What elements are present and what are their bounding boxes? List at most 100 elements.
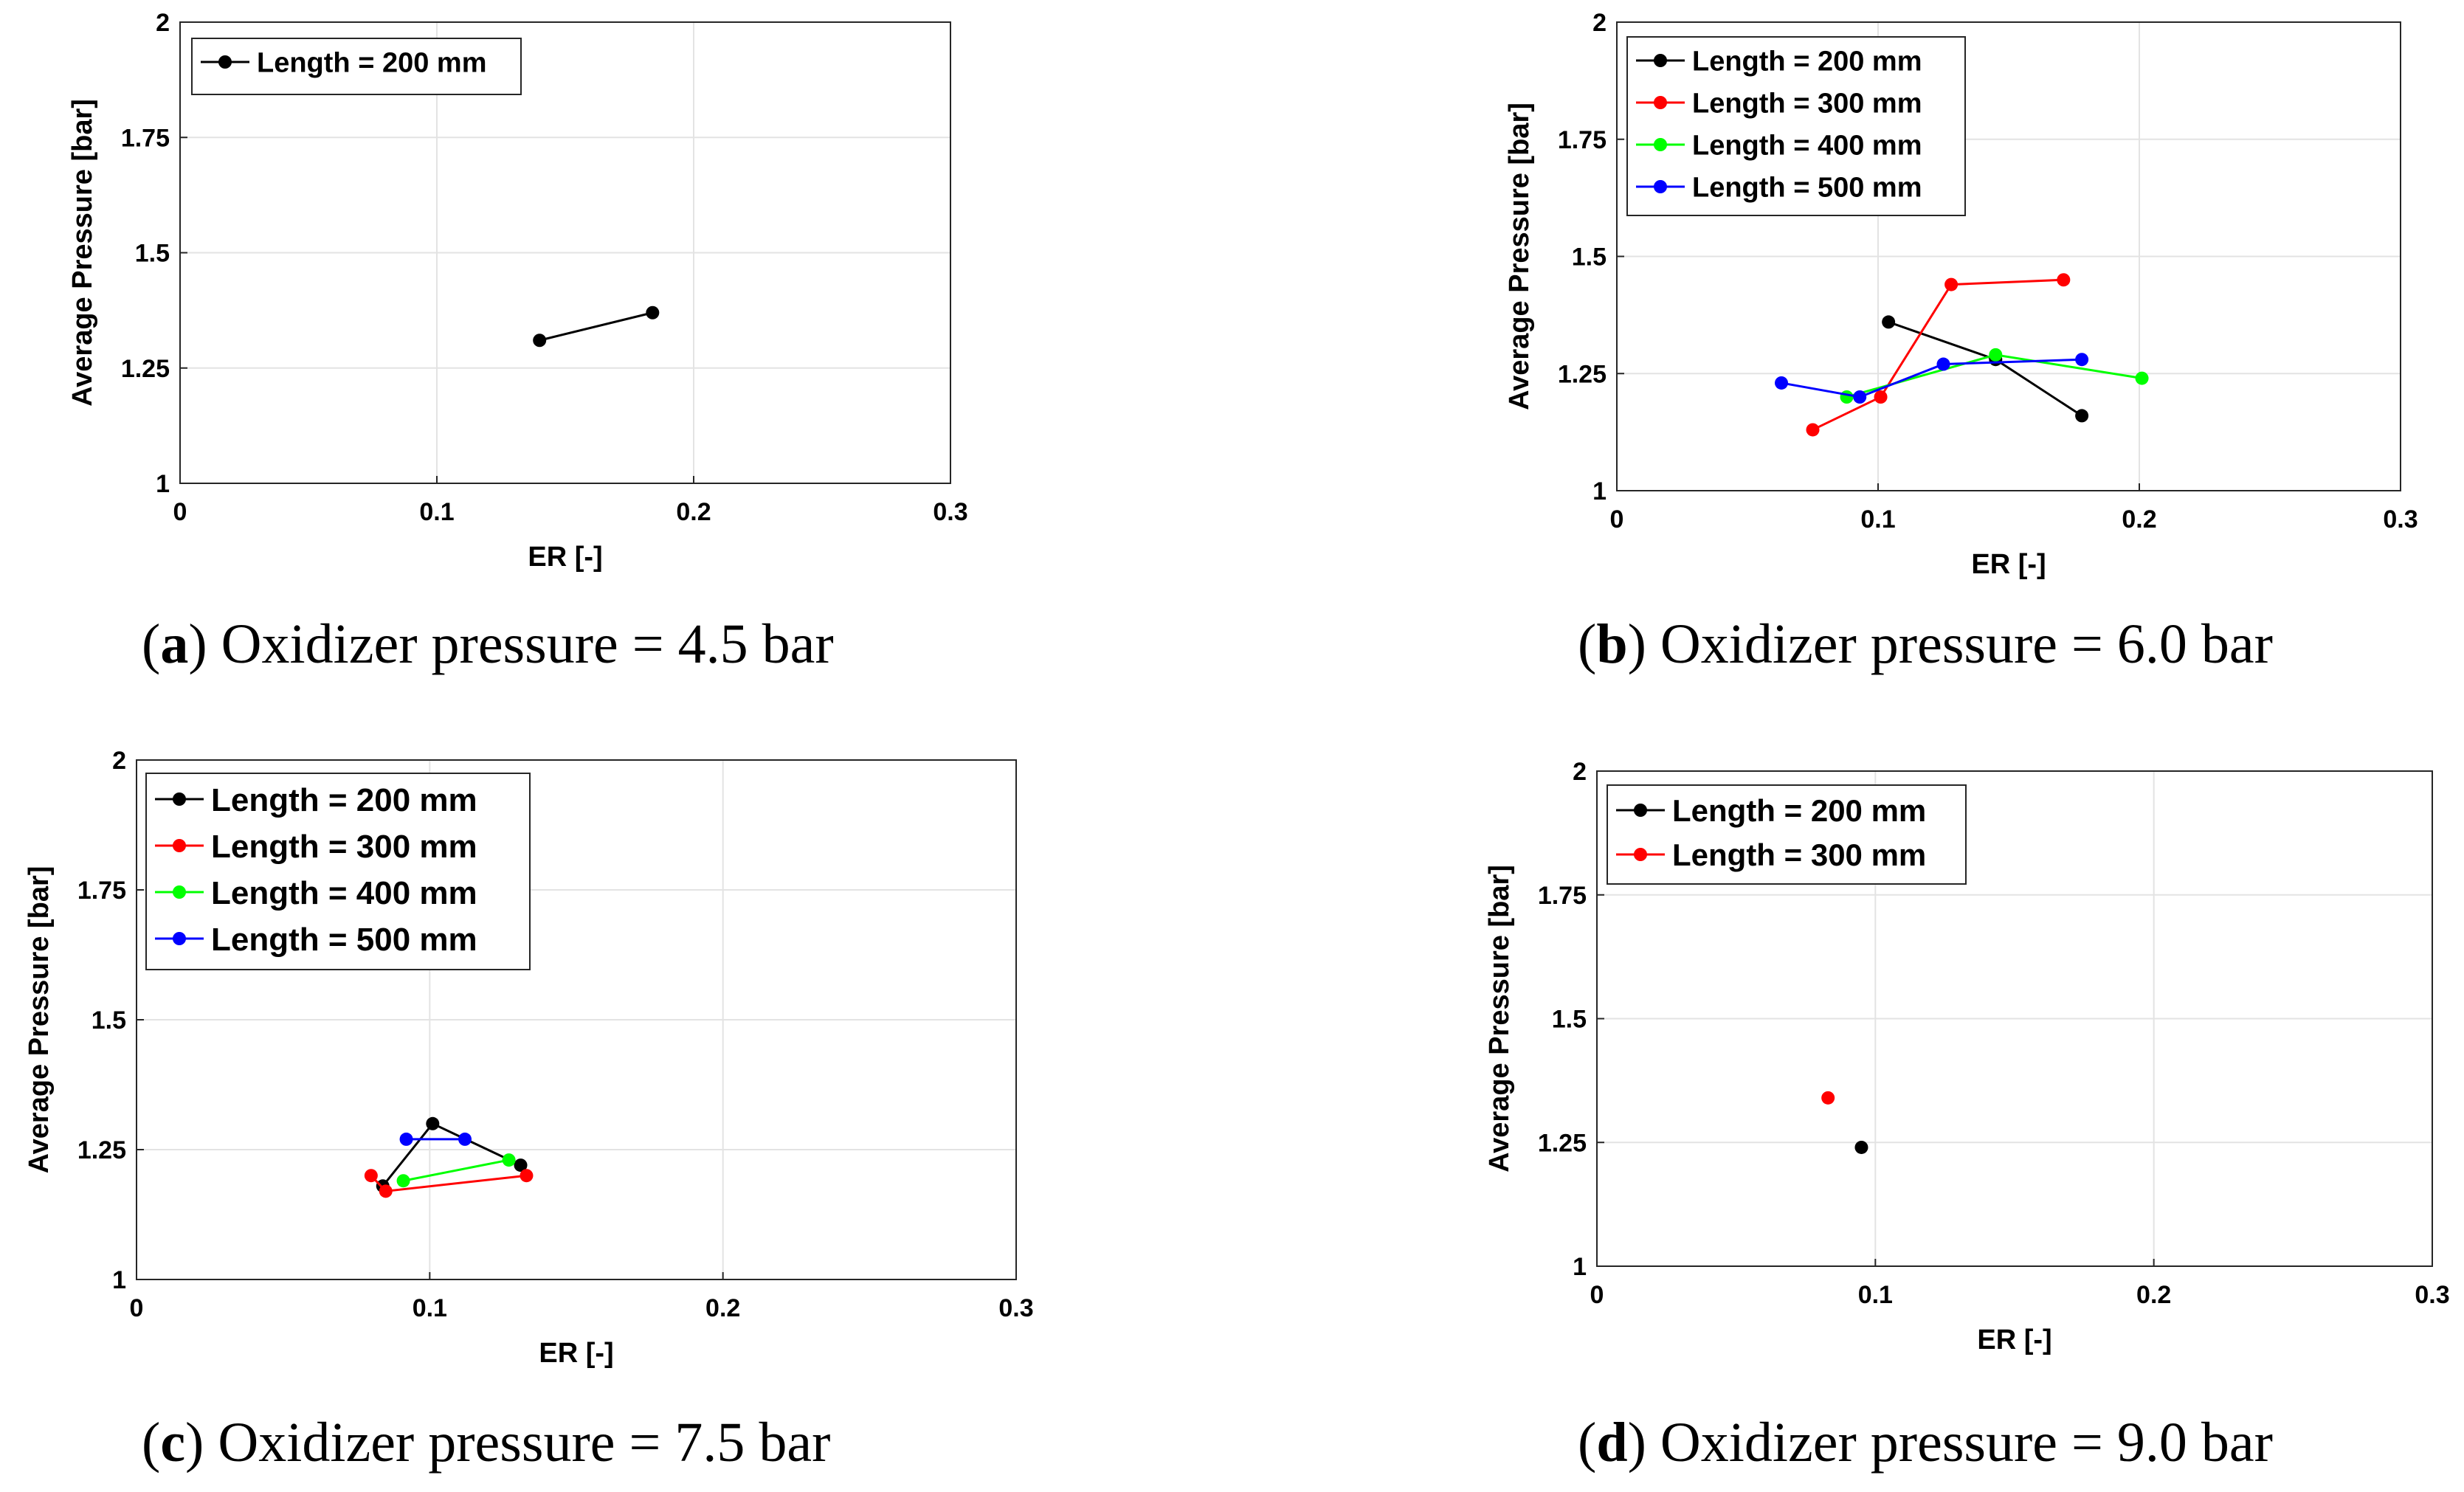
x-axis-label: ER [-] <box>1977 1325 2051 1355</box>
y-tick-label: 1.5 <box>1572 244 1607 272</box>
y-tick-label: 1.75 <box>1538 882 1587 910</box>
legend-marker <box>173 885 186 899</box>
caption-text: ) Oxidizer pressure = 9.0 bar <box>1628 1412 2273 1474</box>
y-tick-label: 1.25 <box>77 1136 126 1164</box>
chart-panel-b: 0 0.1 0.2 0.3 1 1.25 1.5 1.75 2 ER [-] Average Pre… <box>1504 9 2418 675</box>
series-3 <box>396 1153 516 1188</box>
x-tick-label: 0.2 <box>676 498 711 526</box>
series-2 <box>1806 273 2071 437</box>
series-1 <box>533 305 660 348</box>
caption-letter: d <box>1596 1412 1627 1474</box>
legend-marker <box>173 932 186 945</box>
x-tick-label: 0.1 <box>419 498 454 526</box>
y-tick-label: 1.25 <box>1538 1129 1587 1157</box>
y-tick-label: 1.75 <box>77 877 126 905</box>
legend-marker <box>1634 848 1647 861</box>
caption-letter: a <box>160 613 188 675</box>
legend-marker <box>1654 138 1667 151</box>
data-point <box>1936 357 1950 371</box>
y-tick-label: 1.75 <box>1558 126 1607 154</box>
caption-letter: c <box>160 1412 185 1474</box>
y-tick-label: 2 <box>112 747 126 775</box>
data-point <box>2075 353 2089 367</box>
legend-marker <box>1654 180 1667 193</box>
legend-label: Length = 200 mm <box>1692 46 1922 77</box>
caption-letter: b <box>1596 613 1627 675</box>
legend-marker <box>173 839 186 852</box>
x-tick-label: 0.1 <box>413 1294 447 1322</box>
y-tick-label: 1 <box>156 470 170 498</box>
x-tick-label: 0.3 <box>998 1294 1033 1322</box>
data-point <box>646 305 660 320</box>
caption-text: ) Oxidizer pressure = 4.5 bar <box>188 613 833 675</box>
y-tick-label: 1.75 <box>121 124 170 152</box>
data-point <box>458 1132 472 1146</box>
data-point <box>396 1174 410 1188</box>
data-point <box>1806 423 1820 437</box>
legend-marker <box>218 55 232 69</box>
data-point <box>1854 1140 1868 1154</box>
x-tick-label: 0.3 <box>2383 505 2418 533</box>
legend-label: Length = 300 mm <box>1672 837 1926 872</box>
y-tick-label: 1.25 <box>1558 360 1607 388</box>
x-axis-label: ER [-] <box>539 1338 613 1369</box>
legend-box <box>145 773 531 970</box>
y-tick-label: 2 <box>156 9 170 37</box>
legend-label: Length = 300 mm <box>211 829 477 865</box>
y-tick-label: 1.25 <box>121 355 170 383</box>
data-point <box>514 1158 528 1172</box>
x-tick-label: 0 <box>130 1294 144 1322</box>
y-axis-label: Average Pressure [bar] <box>1484 865 1515 1172</box>
data-point <box>2135 371 2149 385</box>
chart-panel-a: 0 0.1 0.2 0.3 1 1.25 1.5 1.75 2 ER [-] Average Pre… <box>67 9 968 675</box>
y-tick-label: 1 <box>1573 1253 1587 1281</box>
x-tick-label: 0.2 <box>705 1294 740 1322</box>
data-point <box>1989 348 2003 362</box>
panel-caption: (a) Oxidizer pressure = 4.5 bar <box>142 613 834 675</box>
data-point <box>1840 390 1854 404</box>
x-axis-label: ER [-] <box>528 542 602 573</box>
data-point <box>1821 1091 1835 1105</box>
y-tick-label: 1.5 <box>92 1006 126 1035</box>
legend-label: Length = 200 mm <box>257 48 486 79</box>
series-2 <box>1821 1091 1835 1105</box>
y-tick-label: 2 <box>1573 758 1587 786</box>
series-4 <box>399 1132 472 1146</box>
x-tick-label: 0 <box>173 498 187 526</box>
data-point <box>399 1132 413 1146</box>
series-1 <box>1854 1140 1868 1154</box>
panel-caption: (d) Oxidizer pressure = 9.0 bar <box>1578 1412 2273 1474</box>
y-tick-label: 1 <box>1592 477 1607 505</box>
y-tick-label: 2 <box>1592 9 1607 37</box>
panel-caption: (c) Oxidizer pressure = 7.5 bar <box>142 1412 830 1474</box>
x-tick-label: 0 <box>1610 505 1624 533</box>
data-point <box>2057 273 2071 287</box>
data-point <box>1853 390 1867 404</box>
legend: Length = 200 mm Length = 300 mm Length = 4… <box>145 773 531 970</box>
legend-box <box>191 38 522 95</box>
data-point <box>364 1169 378 1183</box>
data-point <box>2075 409 2089 423</box>
series-line <box>1781 358 2082 398</box>
data-point <box>502 1153 516 1167</box>
data-point <box>379 1184 393 1198</box>
x-tick-label: 0.3 <box>933 498 967 526</box>
data-point <box>520 1169 534 1183</box>
legend-label: Length = 200 mm <box>1672 793 1926 828</box>
legend-label: Length = 300 mm <box>1692 89 1922 120</box>
x-tick-label: 0 <box>1590 1281 1604 1309</box>
chart-panel-d: 0 0.1 0.2 0.3 1 1.25 1.5 1.75 2 ER [-] Average Pre… <box>1484 758 2450 1474</box>
caption-text: ) Oxidizer pressure = 6.0 bar <box>1628 613 2273 675</box>
legend-label: Length = 500 mm <box>211 922 477 958</box>
legend-label: Length = 400 mm <box>211 875 477 911</box>
data-point <box>1874 390 1888 404</box>
y-axis-label: Average Pressure [bar] <box>24 866 55 1174</box>
legend-box <box>1607 784 1967 885</box>
chart-panel-c: 0 0.1 0.2 0.3 1 1.25 1.5 1.75 2 ER [-] Average Pre… <box>24 747 1034 1474</box>
x-axis-label: ER [-] <box>1971 549 2046 580</box>
legend: Length = 200 mm Length = 300 mm <box>1607 784 1967 885</box>
data-point <box>1944 277 1959 291</box>
legend: Length = 200 mm Length = 300 mm Length = 4… <box>1626 36 1966 216</box>
legend: Length = 200 mm <box>191 38 522 95</box>
